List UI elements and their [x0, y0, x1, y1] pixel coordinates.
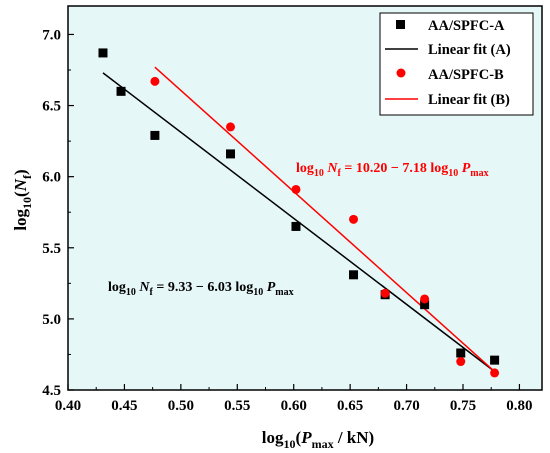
data-point-b [456, 357, 466, 367]
y-tick-label: 6.0 [42, 170, 61, 186]
legend-box [379, 12, 534, 116]
fit-a-equation: log10 Nf = 9.33 − 6.03 log10 Pmax [108, 280, 294, 298]
x-tick-label: 0.45 [111, 398, 137, 414]
data-point-a [349, 270, 359, 280]
data-point-a [490, 355, 500, 365]
y-tick-label: 5.5 [42, 241, 61, 257]
x-tick-label: 0.75 [450, 398, 476, 414]
data-point-a [420, 300, 430, 310]
data-point-a [116, 86, 126, 96]
legend-marker-b [396, 68, 406, 78]
y-tick-label: 5.0 [42, 312, 61, 328]
data-point-a [291, 221, 301, 231]
data-point-a [226, 149, 236, 159]
legend-label-fit-b: Linear fit (B) [428, 92, 510, 108]
x-tick-label: 0.65 [337, 398, 363, 414]
legend-label-fit-a: Linear fit (A) [428, 42, 511, 58]
x-tick-label: 0.80 [506, 398, 532, 414]
data-point-a [98, 48, 108, 58]
fit-line-b [154, 66, 496, 373]
y-tick-label: 7.0 [42, 27, 61, 43]
x-tick-label: 0.50 [168, 398, 194, 414]
legend-label-b: AA/SPFC-B [428, 67, 504, 83]
x-tick-label: 0.40 [55, 398, 81, 414]
legend-label-a: AA/SPFC-A [428, 18, 505, 34]
x-tick-label: 0.70 [393, 398, 419, 414]
x-tick-label: 0.55 [224, 398, 250, 414]
data-point-b [380, 288, 390, 298]
y-axis-title: log10(Nf) [11, 169, 34, 230]
y-tick-label: 6.5 [42, 99, 61, 115]
data-point-b [420, 294, 430, 304]
data-point-b [150, 76, 160, 86]
data-point-b [291, 184, 301, 194]
data-point-a [150, 130, 160, 140]
legend: AA/SPFC-A Linear fit (A) AA/SPFC-B Linea… [379, 12, 534, 116]
data-point-a [456, 348, 466, 358]
data-point-b [490, 368, 500, 378]
x-tick-label: 0.60 [281, 398, 307, 414]
legend-marker-a [396, 20, 405, 29]
y-tick-label: 4.5 [42, 383, 61, 399]
data-point-b [349, 214, 359, 224]
plot-frame [67, 5, 543, 391]
x-axis-title: log10(Pmax / kN) [262, 428, 374, 451]
fit-b-equation: log10 Nf = 10.20 − 7.18 log10 Pmax [296, 161, 489, 179]
data-point-b [226, 122, 236, 132]
